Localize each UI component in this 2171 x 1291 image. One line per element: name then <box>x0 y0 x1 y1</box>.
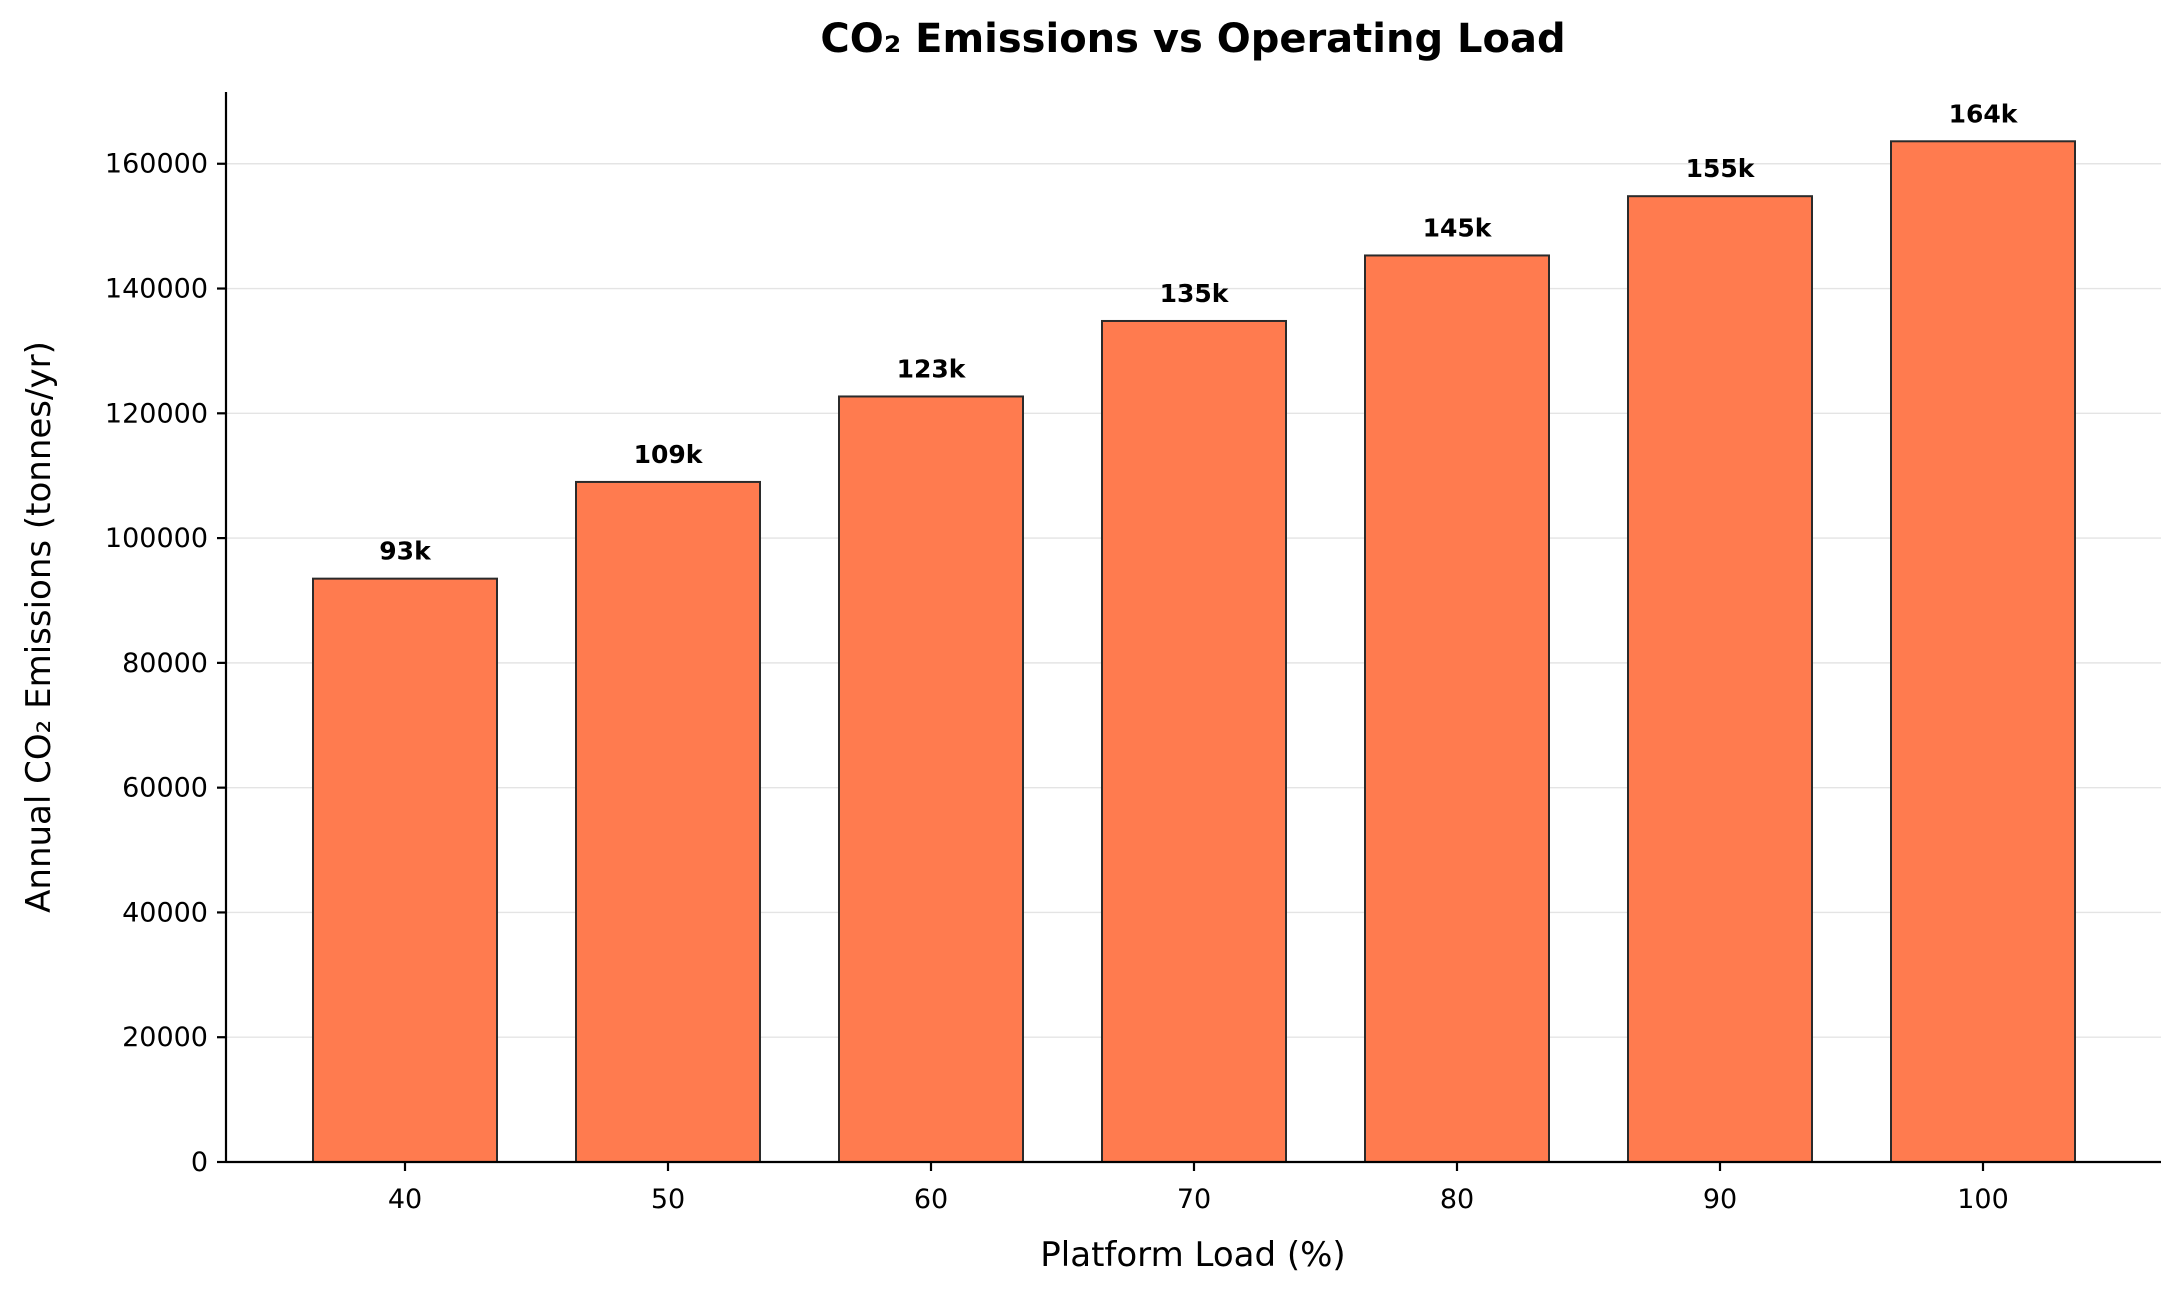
x-tick-label-40: 40 <box>388 1184 422 1215</box>
bars <box>312 140 2076 1163</box>
x-tick-label-90: 90 <box>1703 1184 1737 1215</box>
data-labels: 93k 109k 123k 135k 145k 155k 164k <box>379 99 2018 565</box>
y-tick-label: 80000 <box>122 648 208 679</box>
data-label-80: 145k <box>1423 213 1493 242</box>
data-label-40: 93k <box>379 537 432 566</box>
x-axis-label: Platform Load (%) <box>1040 1235 1345 1275</box>
data-label-90: 155k <box>1686 154 1756 183</box>
y-tick-label: 40000 <box>122 897 208 928</box>
chart-title: CO₂ Emissions vs Operating Load <box>820 16 1565 62</box>
y-tick-label: 20000 <box>122 1022 208 1053</box>
x-tick-label-100: 100 <box>1957 1184 2009 1215</box>
bar-60 <box>838 395 1024 1163</box>
bar-90 <box>1627 195 1813 1163</box>
y-tick-label: 120000 <box>105 398 208 429</box>
x-tick-label-80: 80 <box>1440 1184 1474 1215</box>
y-tick-label: 140000 <box>105 274 208 305</box>
y-tick-label: 0 <box>191 1147 208 1178</box>
bar-80 <box>1364 254 1550 1163</box>
x-tick-label-60: 60 <box>914 1184 948 1215</box>
y-axis-label: Annual CO₂ Emissions (tonnes/yr) <box>19 341 59 913</box>
data-label-60: 123k <box>897 354 967 383</box>
x-ticks: 40 50 60 70 80 90 100 <box>388 1162 2009 1215</box>
bar-40 <box>312 577 498 1163</box>
y-tick-label: 100000 <box>105 523 208 554</box>
data-label-50: 109k <box>634 440 704 469</box>
y-tick-label: 60000 <box>122 773 208 804</box>
y-tick-label: 160000 <box>105 149 208 180</box>
x-tick-label-70: 70 <box>1177 1184 1211 1215</box>
bar-50 <box>575 480 761 1163</box>
data-label-100: 164k <box>1949 99 2019 128</box>
y-ticks: 0 20000 40000 60000 80000 100000 120000 140000 1… <box>105 149 226 1178</box>
bar-100 <box>1890 140 2076 1163</box>
data-label-70: 135k <box>1160 279 1230 308</box>
bar-70 <box>1101 319 1287 1163</box>
x-tick-label-50: 50 <box>651 1184 685 1215</box>
